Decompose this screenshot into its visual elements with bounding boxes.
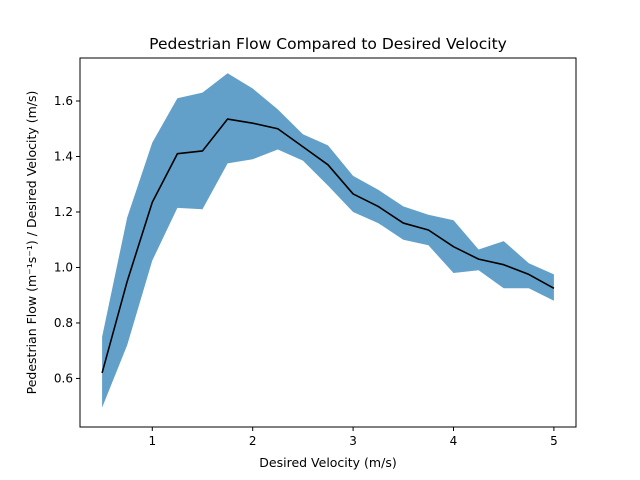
x-tick-label: 3: [349, 434, 357, 448]
x-tick-label: 5: [550, 434, 558, 448]
x-axis-label: Desired Velocity (m/s): [259, 455, 396, 470]
y-tick-label: 0.6: [54, 371, 73, 385]
y-tick-label: 1.4: [54, 149, 73, 163]
plot-area: [101, 73, 555, 408]
y-tick-label: 1.0: [54, 260, 73, 274]
x-tick-label: 4: [450, 434, 458, 448]
y-tick-label: 1.2: [54, 205, 73, 219]
mean-line: [101, 118, 555, 374]
range-band: [102, 73, 554, 408]
y-tick-label: 0.8: [54, 316, 73, 330]
axes-frame: [79, 57, 577, 428]
x-tick-label: 2: [249, 434, 257, 448]
y-tick-label: 1.6: [54, 94, 73, 108]
y-axis-label: Pedestrian Flow (m⁻¹s⁻¹) / Desired Veloc…: [24, 91, 39, 395]
x-tick-label: 1: [148, 434, 156, 448]
x-axis: 1 2 3 4 5: [148, 427, 558, 448]
y-axis: 0.6 0.8 1.0 1.2 1.4 1.6: [54, 94, 80, 385]
chart-title: Pedestrian Flow Compared to Desired Velo…: [149, 35, 507, 53]
